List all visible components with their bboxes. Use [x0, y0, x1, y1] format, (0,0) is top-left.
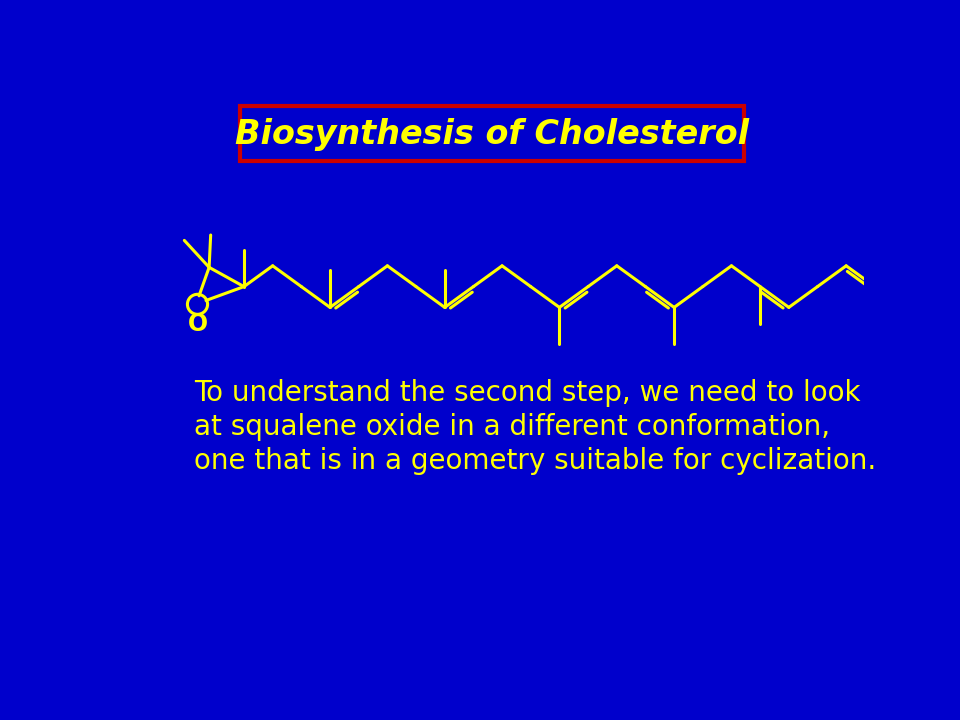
FancyBboxPatch shape — [240, 106, 744, 161]
Text: To understand the second step, we need to look: To understand the second step, we need t… — [194, 379, 860, 407]
Text: O: O — [187, 312, 207, 336]
Text: one that is in a geometry suitable for cyclization.: one that is in a geometry suitable for c… — [194, 446, 876, 474]
Text: Biosynthesis of Cholesterol: Biosynthesis of Cholesterol — [235, 117, 749, 150]
Text: at squalene oxide in a different conformation,: at squalene oxide in a different conform… — [194, 413, 829, 441]
